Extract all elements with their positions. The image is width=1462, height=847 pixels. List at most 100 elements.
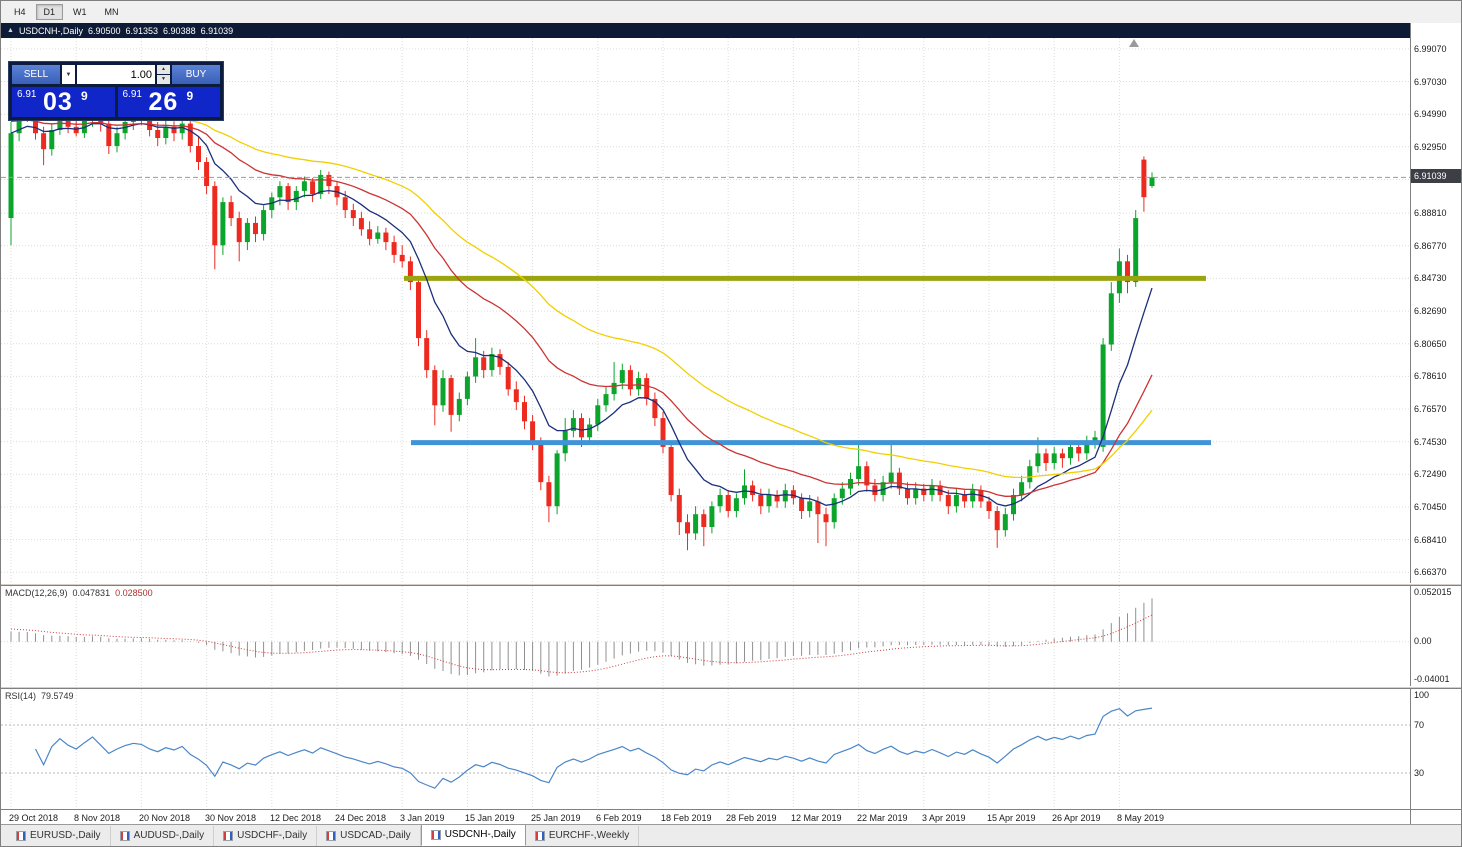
rsi-plot-svg[interactable]	[1, 689, 1412, 809]
price-axis-label: 6.88810	[1414, 208, 1447, 218]
price-axis-label: 6.68410	[1414, 535, 1447, 545]
chart-tab-label: USDCNH-,Daily	[444, 829, 516, 840]
chart-tab-label: USDCHF-,Daily	[237, 830, 308, 841]
date-label: 29 Oct 2018	[9, 813, 59, 823]
macd-axis-label: -0.04001	[1414, 674, 1450, 684]
current-price-badge: 6.91039	[1411, 169, 1461, 183]
date-label: 6 Feb 2019	[596, 813, 642, 823]
chart-tab-usdcad-daily[interactable]: USDCAD-,Daily	[317, 826, 421, 846]
rsi-panel: RSI(14) 79.5749	[1, 689, 1412, 809]
ohlc-low: 6.90388	[163, 25, 196, 36]
timeframe-button-w1[interactable]: W1	[73, 7, 87, 17]
macd-main-value: 0.047831	[72, 588, 111, 598]
timeframe-button-mn[interactable]: MN	[104, 7, 119, 17]
sell-price-sup: 9	[81, 89, 88, 103]
macd-axis-label: 0.052015	[1414, 587, 1452, 597]
timeframe-button-h4[interactable]: H4	[14, 7, 26, 17]
price-axis-label: 6.97030	[1414, 77, 1447, 87]
price-axis-label: 6.72490	[1414, 469, 1447, 479]
macd-label: MACD(12,26,9)	[5, 588, 68, 598]
lot-decrease-button[interactable]: ▼	[157, 75, 170, 84]
ohlc-high: 6.91353	[125, 25, 159, 36]
chart-tab-eurusd-daily[interactable]: EURUSD-,Daily	[7, 826, 111, 846]
chart-tab-usdcnh-daily[interactable]: USDCNH-,Daily	[420, 824, 526, 846]
ma-line-45	[10, 108, 1153, 479]
date-label: 20 Nov 2018	[139, 813, 191, 823]
ma-line-10	[10, 122, 1153, 507]
price-axis[interactable]: 6.91039 6.990706.970306.949906.929506.90…	[1410, 23, 1461, 824]
macd-panel: MACD(12,26,9) 0.047831 0.028500	[1, 586, 1412, 686]
ma-line-25	[10, 119, 1153, 497]
one-click-trading-panel: SELL ▼ ▲ ▼ BUY 6.91 03 9	[9, 62, 223, 120]
timeframe-button-d1[interactable]: D1	[35, 4, 64, 20]
chart-title-bar: ▲ USDCNH-,Daily 6.90500 6.91353 6.90388 …	[1, 23, 1412, 38]
buy-button[interactable]: BUY	[172, 65, 220, 84]
ohlc-close: 6.91039	[200, 25, 234, 36]
chevron-down-icon: ▼	[65, 71, 72, 78]
date-label: 18 Feb 2019	[661, 813, 712, 823]
price-axis-label: 6.84730	[1414, 273, 1447, 283]
date-label: 22 Mar 2019	[857, 813, 908, 823]
date-label: 8 May 2019	[1117, 813, 1165, 823]
rsi-caption: RSI(14) 79.5749	[5, 691, 74, 701]
chart-icon	[326, 830, 337, 841]
chart-tab-usdchf-daily[interactable]: USDCHF-,Daily	[214, 826, 318, 846]
lot-dropdown-button[interactable]: ▼	[62, 65, 75, 84]
price-axis-label: 6.86770	[1414, 241, 1447, 251]
date-label: 12 Mar 2019	[791, 813, 842, 823]
chart-symbol-label: USDCNH-,Daily	[18, 25, 83, 36]
price-axis-label: 6.99070	[1414, 44, 1447, 54]
date-label: 26 Apr 2019	[1052, 813, 1101, 823]
price-axis-label: 6.74530	[1414, 437, 1447, 447]
shift-marker-icon	[1129, 39, 1139, 47]
candles-layer	[8, 100, 1155, 551]
chart-icon	[119, 830, 130, 841]
buy-price-prefix: 6.91	[122, 89, 142, 100]
lot-stepper: ▲ ▼	[157, 65, 170, 84]
date-label: 30 Nov 2018	[205, 813, 257, 823]
ohlc-open: 6.90500	[87, 25, 121, 36]
date-label: 12 Dec 2018	[270, 813, 322, 823]
date-label: 15 Apr 2019	[987, 813, 1036, 823]
date-label: 3 Apr 2019	[922, 813, 966, 823]
date-label: 28 Feb 2019	[726, 813, 777, 823]
buy-price-display[interactable]: 6.91 26 9	[117, 87, 220, 117]
date-axis[interactable]: 29 Oct 2018 8 Nov 2018 20 Nov 2018 30 Nov 2…	[1, 809, 1461, 827]
up-arrow-icon: ▲	[7, 27, 14, 34]
rsi-label: RSI(14)	[5, 691, 37, 701]
price-plot-svg[interactable]	[1, 38, 1412, 583]
panel-divider[interactable]	[1, 686, 1461, 689]
lot-size-input[interactable]	[77, 65, 155, 84]
price-axis-label: 6.92950	[1414, 142, 1447, 152]
chart-tab-eurchf-weekly[interactable]: EURCHF-,Weekly	[526, 826, 640, 846]
macd-plot-svg[interactable]	[1, 586, 1412, 686]
price-axis-label: 6.78610	[1414, 371, 1447, 381]
chart-icon	[16, 830, 26, 841]
price-axis-label: 6.82690	[1414, 306, 1447, 316]
sell-price-big: 03	[43, 88, 73, 116]
price-axis-label: 6.66370	[1414, 567, 1447, 577]
chart-icon	[223, 830, 234, 841]
macd-axis-label: 0.00	[1414, 636, 1432, 646]
date-label: 15 Jan 2019	[465, 813, 515, 823]
chart-icon	[534, 830, 545, 841]
price-axis-label: 6.76570	[1414, 404, 1447, 414]
macd-signal-value: 0.028500	[115, 588, 153, 598]
rsi-value: 79.5749	[41, 691, 74, 701]
date-label: 24 Dec 2018	[335, 813, 387, 823]
date-label: 8 Nov 2018	[74, 813, 121, 823]
rsi-axis-label: 100	[1414, 690, 1430, 700]
price-panel: SELL ▼ ▲ ▼ BUY 6.91 03 9	[1, 38, 1412, 583]
chart-tab-label: USDCAD-,Daily	[340, 830, 411, 841]
chart-tab-audusd-daily[interactable]: AUDUSD-,Daily	[111, 826, 215, 846]
sell-button[interactable]: SELL	[12, 65, 60, 84]
chart-tab-label: EURUSD-,Daily	[30, 830, 101, 841]
chart-tabs: EURUSD-,Daily AUDUSD-,Daily USDCHF-,Daily U…	[1, 824, 1461, 846]
rsi-line	[34, 707, 1153, 789]
rsi-axis-label: 70	[1414, 720, 1425, 730]
price-axis-label: 6.80650	[1414, 339, 1447, 349]
panel-divider[interactable]	[1, 583, 1461, 586]
sell-price-display[interactable]: 6.91 03 9	[12, 87, 115, 117]
lot-increase-button[interactable]: ▲	[157, 65, 170, 74]
price-axis-label: 6.94990	[1414, 109, 1447, 119]
